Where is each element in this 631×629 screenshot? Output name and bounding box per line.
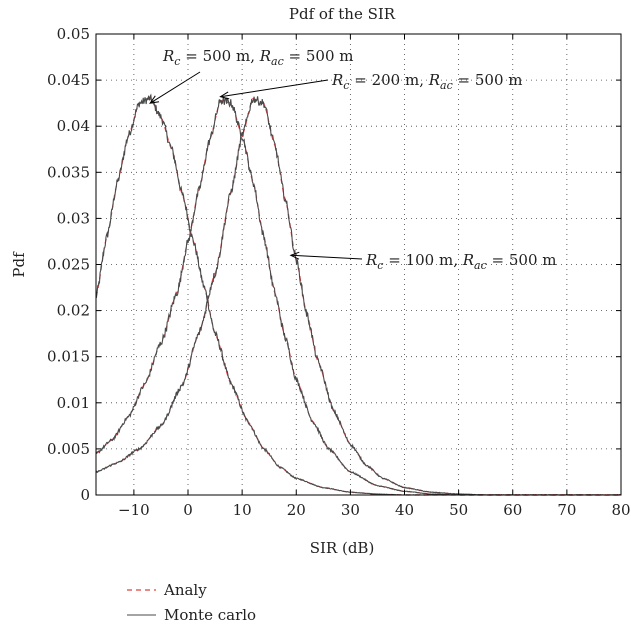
x-tick-label: 20 xyxy=(287,501,306,519)
x-tick-label: 60 xyxy=(503,501,522,519)
annotation-arrowhead-2 xyxy=(289,251,300,260)
x-tick-label: 30 xyxy=(341,501,360,519)
y-axis-title: Pdf xyxy=(10,251,28,278)
curves xyxy=(95,93,622,496)
y-tick-label: 0.015 xyxy=(47,348,90,366)
chart-title: Pdf of the SIR xyxy=(289,5,396,23)
x-tick-label: 40 xyxy=(395,501,414,519)
annotation-arrow-1 xyxy=(220,79,329,98)
tick-labels: −10 0 10 20 30 40 50 60 70 80 0 0.005 0.01 0.015 0.02 0… xyxy=(47,25,631,519)
y-tick-label: 0.005 xyxy=(47,440,90,458)
annotation-label-1: Rc = 200 m, Rac = 500 m xyxy=(331,71,522,92)
annotation-label-2: Rc = 100 m, Rac = 500 m xyxy=(365,251,556,272)
annotations: Rc = 500 m, Rac = 500 m Rc = 200 m, Rac =… xyxy=(149,47,556,272)
x-tick-label: 0 xyxy=(183,501,193,519)
y-tick-label: 0.045 xyxy=(47,71,90,89)
legend: Analy Monte carlo xyxy=(127,581,256,624)
x-tick-label: −10 xyxy=(118,501,150,519)
x-tick-label: 50 xyxy=(449,501,468,519)
y-tick-label: 0.05 xyxy=(57,25,90,43)
annotation-arrowhead-0 xyxy=(149,95,160,104)
y-tick-label: 0 xyxy=(80,486,90,504)
x-axis-title: SIR (dB) xyxy=(310,539,375,557)
annotation-label-0: Rc = 500 m, Rac = 500 m xyxy=(162,47,353,68)
y-tick-label: 0.04 xyxy=(57,117,90,135)
x-tick-label: 80 xyxy=(611,501,630,519)
y-tick-label: 0.035 xyxy=(47,163,90,181)
x-tick-label: 10 xyxy=(233,501,252,519)
x-tick-label: 70 xyxy=(557,501,576,519)
y-tick-label: 0.025 xyxy=(47,256,90,274)
annotation-arrowhead-1 xyxy=(219,91,230,100)
legend-montecarlo-label: Monte carlo xyxy=(164,606,256,624)
legend-analy-label: Analy xyxy=(163,581,207,599)
annotation-arrow-0 xyxy=(149,71,201,104)
y-tick-label: 0.02 xyxy=(57,302,90,320)
y-tick-label: 0.01 xyxy=(57,394,90,412)
annotation-arrow-2 xyxy=(290,254,363,260)
y-tick-label: 0.03 xyxy=(57,209,90,227)
axis-ticks xyxy=(96,33,622,496)
